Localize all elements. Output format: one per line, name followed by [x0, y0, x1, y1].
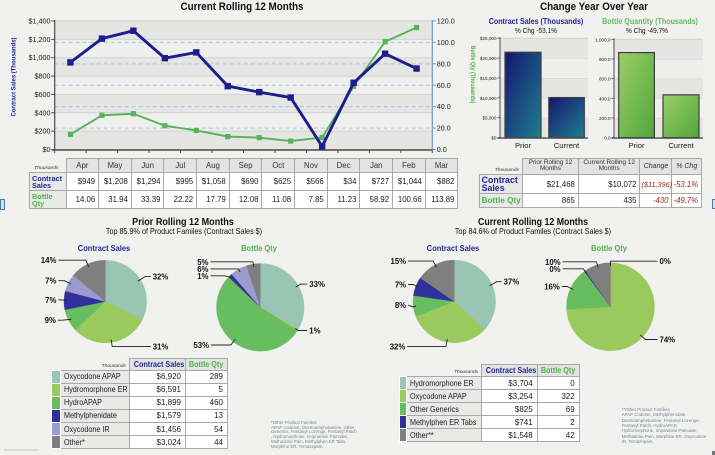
svg-text:Current: Current [554, 141, 580, 150]
svg-text:32%: 32% [390, 342, 406, 351]
svg-text:$1,200: $1,200 [29, 35, 51, 44]
svg-text:Bottle Qty (Thousands): Bottle Qty (Thousands) [469, 46, 476, 104]
svg-text:Prior: Prior [515, 141, 532, 150]
svg-text:74%: 74% [660, 336, 676, 345]
svg-text:$0: $0 [491, 136, 497, 141]
svg-text:0.0: 0.0 [437, 145, 447, 154]
svg-text:14%: 14% [41, 256, 57, 265]
svg-text:$0: $0 [43, 145, 51, 154]
svg-text:$25,000: $25,000 [480, 36, 497, 41]
svg-text:9%: 9% [45, 316, 56, 325]
svg-text:$1,400: $1,400 [29, 17, 51, 26]
svg-text:0%: 0% [660, 257, 671, 266]
svg-text:15%: 15% [390, 257, 406, 266]
svg-text:0%: 0% [549, 265, 560, 274]
svg-text:100.0: 100.0 [437, 38, 455, 47]
svg-text:1,000.0: 1,000.0 [595, 37, 611, 42]
svg-text:Prior: Prior [628, 141, 645, 150]
svg-text:400.0: 400.0 [599, 96, 611, 101]
svg-text:7%: 7% [45, 296, 56, 305]
svg-text:10%: 10% [545, 258, 561, 267]
svg-text:40.0: 40.0 [437, 102, 451, 111]
svg-text:$15,000: $15,000 [480, 76, 497, 81]
svg-text:5%: 5% [197, 258, 208, 267]
svg-text:37%: 37% [504, 278, 520, 287]
svg-text:$400: $400 [35, 108, 51, 117]
svg-text:1%: 1% [197, 272, 208, 281]
svg-text:1%: 1% [309, 327, 320, 336]
svg-text:$20,000: $20,000 [480, 56, 497, 61]
svg-text:6%: 6% [197, 265, 208, 274]
svg-text:$200: $200 [35, 127, 51, 136]
svg-text:60.0: 60.0 [437, 81, 451, 90]
svg-text:7%: 7% [395, 281, 406, 290]
svg-text:$800: $800 [35, 72, 51, 81]
svg-text:Current: Current [668, 141, 694, 150]
svg-text:33%: 33% [309, 280, 325, 289]
svg-text:$1,000: $1,000 [29, 53, 51, 62]
svg-text:20.0: 20.0 [437, 124, 451, 133]
svg-text:80.0: 80.0 [437, 59, 451, 68]
svg-text:600.0: 600.0 [599, 77, 611, 82]
svg-text:7%: 7% [45, 277, 56, 286]
svg-text:16%: 16% [544, 283, 560, 292]
svg-text:31%: 31% [153, 343, 169, 352]
svg-text:200.0: 200.0 [599, 116, 611, 121]
svg-text:120.0: 120.0 [437, 17, 455, 26]
svg-text:8%: 8% [395, 301, 406, 310]
svg-text:Contract Sales (Thousands): Contract Sales (Thousands) [11, 38, 18, 117]
svg-text:$5,000: $5,000 [482, 116, 496, 121]
svg-text:$600: $600 [35, 90, 51, 99]
svg-text:$10,000: $10,000 [480, 96, 497, 101]
svg-text:0.0: 0.0 [604, 136, 611, 141]
svg-text:32%: 32% [153, 273, 169, 282]
svg-text:53%: 53% [193, 341, 209, 350]
svg-text:800.0: 800.0 [599, 57, 611, 62]
